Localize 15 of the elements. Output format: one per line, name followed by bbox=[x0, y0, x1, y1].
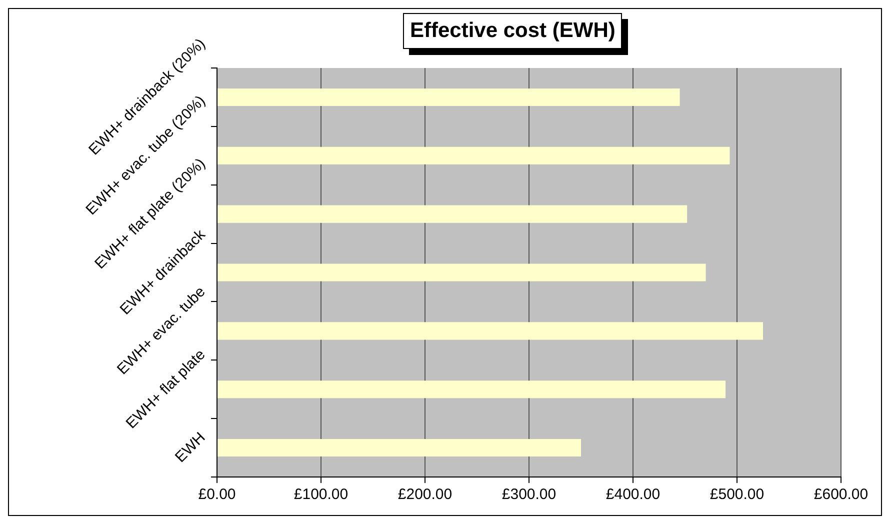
x-tick-label: £300.00 bbox=[502, 486, 556, 504]
x-tick-label: £0.00 bbox=[198, 486, 236, 504]
bar bbox=[218, 88, 680, 106]
bar bbox=[218, 146, 730, 164]
bar bbox=[218, 264, 706, 282]
x-tick-label: £500.00 bbox=[710, 486, 764, 504]
bar bbox=[218, 439, 581, 457]
x-tick-label: £400.00 bbox=[606, 486, 660, 504]
bar bbox=[218, 205, 688, 223]
chart-title: Effective cost (EWH) bbox=[403, 13, 622, 49]
x-tick-label: £600.00 bbox=[814, 486, 868, 504]
x-tick-label: £200.00 bbox=[398, 486, 452, 504]
x-tick-label: £100.00 bbox=[294, 486, 348, 504]
bar bbox=[218, 322, 763, 340]
bar bbox=[218, 380, 726, 398]
